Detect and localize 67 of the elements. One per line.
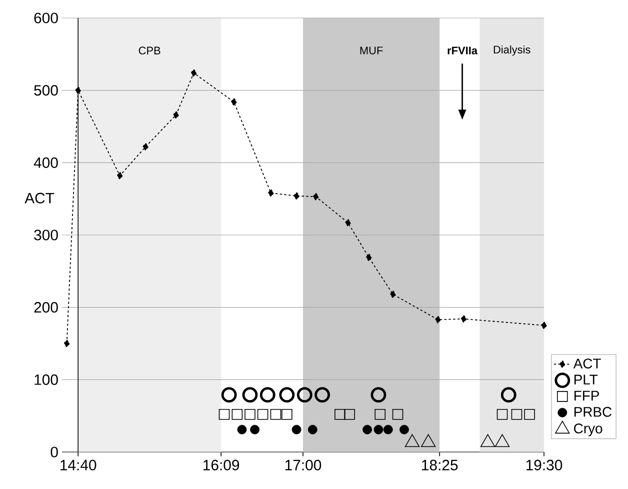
point	[230, 98, 237, 106]
y-tick-label: 500	[34, 85, 58, 96]
legend-label: PRBC	[574, 406, 612, 417]
y-tick-label: 600	[34, 12, 58, 24]
x-tick-label: 19:30	[526, 460, 562, 470]
point	[434, 316, 442, 324]
band-label: CPB	[138, 46, 160, 54]
y-axis-title: ACT	[24, 192, 54, 204]
point	[268, 189, 274, 197]
point	[64, 340, 70, 348]
point	[383, 424, 393, 434]
point	[242, 387, 258, 403]
legend-label: ACT	[573, 358, 601, 368]
point	[292, 424, 302, 434]
band-label: MUF	[360, 46, 383, 54]
point	[257, 408, 268, 420]
y-tick-label: 100	[34, 374, 58, 385]
point	[75, 86, 82, 94]
point	[221, 387, 237, 403]
x-tick-label: 18:25	[422, 460, 458, 470]
x-tick-label: 14:40	[60, 460, 96, 470]
y-tick-label: 400	[34, 157, 58, 168]
point	[390, 290, 396, 298]
point	[496, 408, 508, 420]
point	[172, 110, 180, 119]
point	[237, 424, 247, 434]
annotation: rFVIIa	[448, 46, 478, 54]
point	[344, 408, 355, 420]
point	[142, 142, 149, 151]
point	[296, 387, 312, 403]
legend-label: FFP	[574, 390, 599, 400]
point	[500, 387, 516, 403]
point	[312, 192, 319, 201]
y-tick-label: 300	[34, 230, 58, 240]
point	[362, 424, 372, 434]
point	[116, 172, 123, 180]
point	[370, 387, 386, 403]
point	[293, 192, 300, 200]
y-tick-label: 200	[34, 302, 58, 313]
point	[244, 408, 256, 420]
point	[314, 387, 330, 403]
point	[334, 408, 346, 420]
point	[344, 218, 352, 227]
point	[260, 387, 276, 403]
legend-label: PLT	[574, 374, 598, 384]
point	[282, 408, 292, 420]
point	[524, 408, 535, 420]
point	[250, 424, 260, 434]
legend-label: Cryo	[574, 424, 602, 436]
point	[374, 408, 386, 420]
point	[218, 408, 230, 420]
band-label: Dialysis	[494, 45, 530, 56]
point	[540, 321, 548, 330]
point	[279, 387, 295, 403]
point	[270, 408, 282, 420]
y-tick-label: 0	[50, 446, 58, 458]
point	[460, 314, 467, 323]
x-tick-label: 16:09	[204, 460, 240, 470]
point	[511, 408, 522, 420]
point	[308, 424, 318, 434]
point	[374, 424, 384, 434]
point	[190, 69, 197, 77]
point	[392, 408, 404, 420]
point	[400, 424, 409, 434]
point	[232, 408, 243, 420]
x-tick-label: 17:00	[285, 460, 322, 470]
point	[366, 253, 372, 262]
